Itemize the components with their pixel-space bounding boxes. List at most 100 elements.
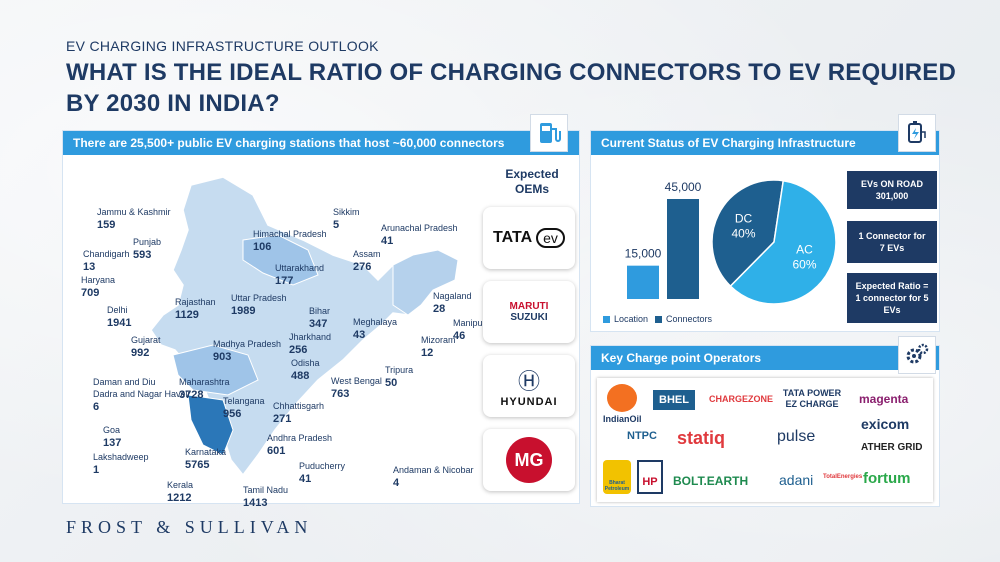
state-value: 601 <box>267 445 286 457</box>
state-value: 709 <box>81 287 100 299</box>
state-label: Telangana <box>223 396 265 406</box>
bhel-logo: BHEL <box>653 390 695 410</box>
state-label: Nagaland <box>433 291 472 301</box>
state-value: 1 <box>93 464 100 476</box>
state-label: Jammu & Kashmir <box>97 207 171 217</box>
frost-sullivan-brand: FROST & SULLIVAN <box>66 517 313 537</box>
statiq-logo: statiq <box>677 428 726 448</box>
state-label: Andaman & Nicobar <box>393 465 474 475</box>
exicom-logo: exicom <box>861 416 910 432</box>
oem-tata-logo: TATA ev <box>483 207 575 269</box>
state-label: Uttarakhand <box>275 263 325 273</box>
oem-maruti-logo: MARUTI SUZUKI <box>483 281 575 343</box>
pie-slice-dc <box>711 179 785 288</box>
ntpc-logo: NTPC <box>627 430 657 442</box>
tatapower-logo: TATA POWER EZ CHARGE <box>782 388 842 409</box>
state-label: Odisha <box>291 358 320 368</box>
state-value: 46 <box>453 330 466 342</box>
karnataka-region <box>187 394 234 456</box>
state-label: Chandigarh <box>83 249 130 259</box>
state-label: Mizoram <box>421 335 456 345</box>
state-value: 106 <box>253 241 272 253</box>
state-value: 1129 <box>175 309 199 321</box>
boltearth-logo: BOLT.EARTH <box>673 474 749 488</box>
operators-header: Key Charge point Operators <box>591 346 939 370</box>
state-label: Tamil Nadu <box>243 485 289 495</box>
charging-stations-header: There are 25,500+ public EV charging sta… <box>63 131 579 155</box>
totalenergies-logo: TotalEnergies <box>823 474 863 480</box>
state-value: 13 <box>83 261 96 273</box>
legend-location: Location <box>603 314 648 324</box>
state-value: 903 <box>213 351 232 363</box>
state-value: 5765 <box>185 459 210 471</box>
bar-location <box>627 265 659 299</box>
state-value: 1989 <box>231 305 256 317</box>
state-label: Himachal Pradesh <box>253 229 327 239</box>
state-label: Daman and Diu <box>93 377 156 387</box>
gears-icon <box>898 336 936 374</box>
state-label: Gujarat <box>131 335 161 345</box>
state-value: 177 <box>275 275 294 287</box>
state-value: 956 <box>223 408 242 420</box>
state-value: 256 <box>289 344 308 356</box>
adani-logo: adani <box>779 472 814 488</box>
state-label: Karnataka <box>185 447 227 457</box>
pie-category-label: DC <box>735 212 753 226</box>
hyundai-emblem-icon: Ⓗ <box>517 369 540 394</box>
state-value: 347 <box>309 318 328 330</box>
state-label: Chhattisgarh <box>273 401 325 411</box>
bharatpetroleum-logo: Bharat Petroleum <box>603 460 631 494</box>
state-label: Puducherry <box>299 461 346 471</box>
state-label: Jharkhand <box>289 332 332 342</box>
india-map <box>63 155 483 505</box>
bar-connectors <box>667 199 699 299</box>
ev-charger-icon <box>530 114 568 152</box>
state-label: Meghalaya <box>353 317 398 327</box>
state-value: 1212 <box>167 492 192 504</box>
state-label: Bihar <box>309 306 331 316</box>
state-value: 593 <box>133 249 152 261</box>
state-value: 43 <box>353 329 366 341</box>
pulse-logo: pulse <box>777 428 816 445</box>
state-value: 159 <box>97 219 116 231</box>
status-panel: Current Status of EV Charging Infrastruc… <box>590 130 940 332</box>
info-evs-on-road: EVs ON ROAD 301,000 <box>847 171 937 209</box>
pie-category-label: AC <box>796 242 813 256</box>
chargezone-logo: CHARGEZONE <box>709 394 774 404</box>
state-label: Uttar Pradesh <box>231 293 287 303</box>
northeast-region <box>392 249 459 316</box>
state-label: Punjab <box>133 237 162 247</box>
state-value: 276 <box>353 261 372 273</box>
state-value: 6 <box>93 401 100 413</box>
india-outline <box>150 176 459 477</box>
eyebrow-title: EV CHARGING INFRASTRUCTURE OUTLOOK <box>66 38 379 54</box>
oem-mg-logo: MG <box>483 429 575 491</box>
india-map-shape <box>150 176 459 477</box>
bar-data-label: 45,000 <box>665 180 702 194</box>
state-label: Tripura <box>385 365 414 375</box>
state-label: Assam <box>353 249 381 259</box>
state-value: 41 <box>299 473 312 485</box>
operators-logo-grid: IndianOil BHEL CHARGEZONE TATA POWER EZ … <box>597 378 933 502</box>
state-value: 1413 <box>243 497 268 509</box>
state-value: 488 <box>291 370 310 382</box>
oem-hyundai-logo: Ⓗ HYUNDAI <box>483 355 575 417</box>
state-label: Dadra and Nagar Haveli <box>93 389 190 399</box>
state-label: Sikkim <box>333 207 360 217</box>
state-value: 5 <box>333 219 340 231</box>
page-title: WHAT IS THE IDEAL RATIO OF CHARGING CONN… <box>66 59 957 117</box>
state-label: Rajasthan <box>175 297 216 307</box>
state-value: 992 <box>131 347 150 359</box>
state-label: Manipur <box>453 318 486 328</box>
bar-data-label: 15,000 <box>625 247 662 261</box>
magenta-logo: magenta <box>859 392 909 406</box>
info-connector-ratio: 1 Connector for 7 EVs <box>847 221 937 263</box>
state-value: 12 <box>421 347 434 359</box>
battery-charging-icon <box>898 114 936 152</box>
state-value: 763 <box>331 388 350 400</box>
info-expected-ratio: Expected Ratio = 1 connector for 5 EVs <box>847 273 937 323</box>
state-label: Kerala <box>167 480 194 490</box>
state-value: 41 <box>381 235 394 247</box>
state-value: 1941 <box>107 317 132 329</box>
